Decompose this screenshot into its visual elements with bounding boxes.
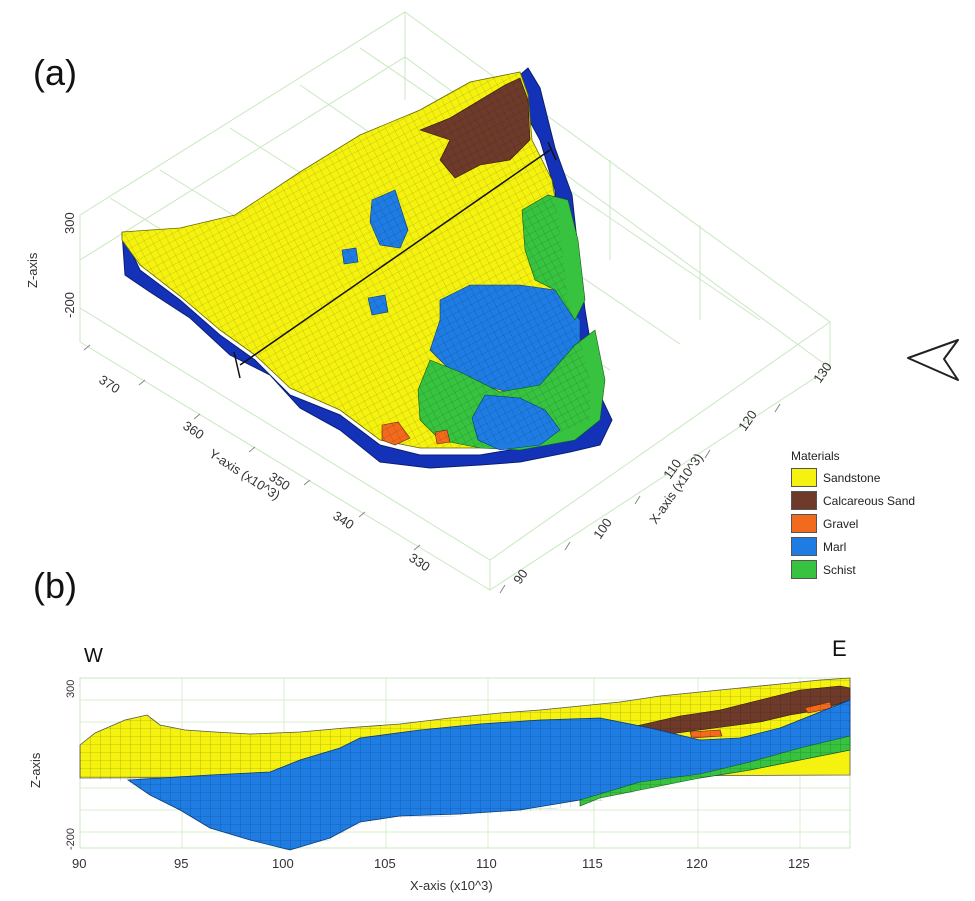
legend-item-marl: Marl: [791, 535, 961, 558]
x-tick: 95: [174, 856, 188, 871]
geologic-3d-model: Z-axis 300 -200 370 360 350 340 330 Y-ax…: [25, 11, 835, 594]
z-axis-title-3d: Z-axis: [25, 252, 40, 288]
x-tick: 120: [686, 856, 708, 871]
x-axis-section: 90 95 100 105 110 115 120 125 X-axis (x1…: [72, 856, 810, 893]
legend-item-schist: Schist: [791, 558, 961, 581]
section-cell-grid: [80, 678, 850, 850]
z-tick-200-3d: -200: [62, 292, 77, 318]
legend-swatch: [791, 468, 817, 487]
legend-item-sandstone: Sandstone: [791, 466, 961, 489]
legend-item-calcareous-sand: Calcareous Sand: [791, 489, 961, 512]
legend-title: Materials: [791, 449, 840, 463]
legend-swatch: [791, 491, 817, 510]
z-tick-300-3d: 300: [62, 212, 77, 234]
legend-swatch: [791, 537, 817, 556]
y-tick: 360: [180, 418, 206, 442]
x-tick: 120: [735, 407, 760, 433]
legend-label: Sandstone: [823, 470, 881, 485]
legend-label: Calcareous Sand: [823, 493, 916, 508]
legend-label: Gravel: [823, 516, 859, 531]
cross-section-line: [233, 141, 557, 379]
x-tick: 130: [810, 359, 835, 385]
cell-grid-overlay: [122, 72, 590, 448]
x-tick: 110: [476, 856, 497, 871]
y-tick: 340: [330, 508, 356, 532]
y-tick: 330: [406, 550, 432, 574]
cross-section: W E Z-axis 300 -200 90 95 100 105 110 11…: [28, 636, 851, 893]
east-label: E: [832, 636, 847, 661]
legend-swatch: [791, 514, 817, 533]
north-arrow-icon: [907, 339, 959, 381]
materials-legend: Materials Sandstone Calcareous Sand Grav…: [791, 449, 961, 581]
panel-label-a: (a): [33, 52, 77, 93]
x-tick: 90: [72, 856, 86, 871]
west-label: W: [84, 645, 103, 667]
z-tick-300-section: 300: [65, 680, 77, 698]
x-tick: 115: [582, 856, 603, 871]
x-tick: 90: [510, 566, 531, 586]
z-tick-200-section: -200: [65, 828, 77, 850]
legend-swatch: [791, 560, 817, 579]
x-tick: 105: [374, 856, 396, 871]
x-tick: 100: [272, 856, 294, 871]
x-axis-title-section: X-axis (x10^3): [410, 878, 493, 893]
legend-label: Schist: [823, 562, 856, 577]
panel-label-b: (b): [33, 565, 77, 606]
legend-label: Marl: [823, 539, 847, 554]
z-axis-title-section: Z-axis: [28, 752, 43, 788]
x-tick: 125: [788, 856, 810, 871]
legend-item-gravel: Gravel: [791, 512, 961, 535]
y-tick: 370: [96, 372, 122, 396]
model-base-walls: [121, 67, 613, 469]
x-tick: 100: [590, 515, 615, 541]
